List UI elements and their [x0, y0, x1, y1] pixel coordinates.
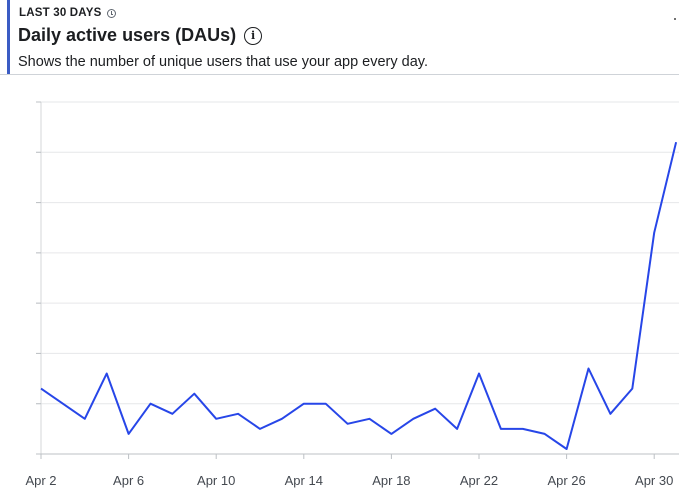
- data-point[interactable]: [476, 371, 482, 377]
- data-point[interactable]: [586, 366, 592, 372]
- x-tick-label: Apr 10: [197, 473, 235, 488]
- info-icon[interactable]: i: [244, 26, 263, 45]
- data-point[interactable]: [520, 426, 526, 432]
- data-point[interactable]: [213, 416, 219, 422]
- dau-line-chart[interactable]: Apr 2 Apr 6 Apr 10 Apr 14 Apr 18 Apr 22 Apr 26…: [0, 90, 679, 499]
- data-point[interactable]: [607, 411, 613, 417]
- x-tick-label: Apr 6: [113, 473, 144, 488]
- data-point[interactable]: [651, 230, 657, 236]
- data-point[interactable]: [432, 406, 438, 412]
- data-point[interactable]: [191, 391, 197, 397]
- data-point[interactable]: [454, 426, 460, 432]
- x-tick-label: Apr 18: [372, 473, 410, 488]
- data-point[interactable]: [169, 411, 175, 417]
- chart-series: [38, 139, 679, 452]
- chart-axes: [36, 101, 679, 459]
- clock-info-icon[interactable]: [106, 8, 116, 18]
- data-point[interactable]: [301, 401, 307, 407]
- data-point[interactable]: [629, 386, 635, 392]
- data-point[interactable]: [564, 446, 570, 452]
- x-tick-label: Apr 14: [285, 473, 323, 488]
- chart-x-tick-labels: Apr 2 Apr 6 Apr 10 Apr 14 Apr 18 Apr 22 Apr 26…: [25, 473, 673, 488]
- accent-bar: [7, 0, 10, 74]
- x-tick-label: Apr 30: [635, 473, 673, 488]
- data-point[interactable]: [148, 401, 154, 407]
- x-tick-label: Apr 26: [547, 473, 585, 488]
- data-point[interactable]: [235, 411, 241, 417]
- chart-gridlines: [36, 101, 679, 405]
- title-row: Daily active users (DAUs) i: [18, 25, 263, 46]
- chart-title: Daily active users (DAUs): [18, 25, 237, 45]
- data-point[interactable]: [388, 431, 394, 437]
- data-point[interactable]: [498, 426, 504, 432]
- data-point[interactable]: [345, 421, 351, 427]
- chart-card-header: LAST 30 DAYS Daily active users (DAUs) i…: [0, 0, 679, 75]
- x-tick-label: Apr 2: [25, 473, 56, 488]
- date-range-label-row: LAST 30 DAYS: [19, 7, 116, 19]
- date-range-label: LAST 30 DAYS: [19, 7, 102, 19]
- x-tick-label: Apr 22: [460, 473, 498, 488]
- data-point[interactable]: [410, 416, 416, 422]
- data-point[interactable]: [38, 386, 44, 392]
- data-point[interactable]: [367, 416, 373, 422]
- data-point[interactable]: [673, 139, 679, 145]
- data-point[interactable]: [104, 371, 110, 377]
- chart-description: Shows the number of unique users that us…: [18, 54, 429, 70]
- data-point[interactable]: [323, 401, 329, 407]
- data-point[interactable]: [126, 431, 132, 437]
- menu-dot-icon[interactable]: [674, 18, 676, 20]
- data-point[interactable]: [82, 416, 88, 422]
- data-point[interactable]: [542, 431, 548, 437]
- data-point[interactable]: [60, 401, 66, 407]
- data-point[interactable]: [279, 416, 285, 422]
- data-point[interactable]: [257, 426, 263, 432]
- dau-series-line[interactable]: [40, 141, 678, 450]
